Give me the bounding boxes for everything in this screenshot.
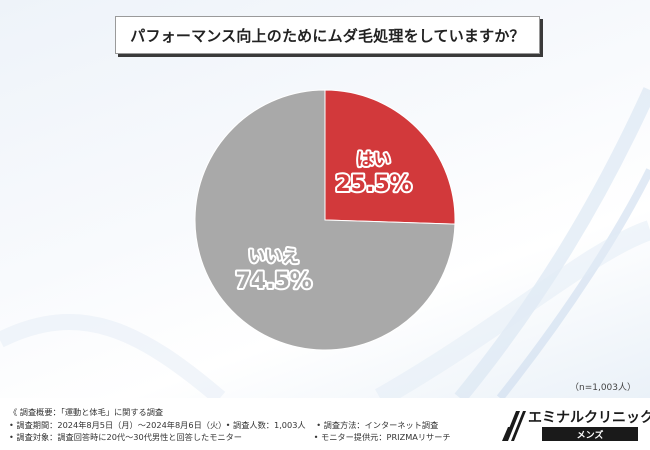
brand-logo-block: エミナルクリニック メンズ bbox=[502, 405, 650, 445]
sample-size: （n=1,003人） bbox=[569, 383, 636, 393]
decorative-waves bbox=[0, 87, 650, 398]
survey-count: • 調査人数：1,003人 bbox=[225, 419, 306, 430]
brand-name: エミナルクリニック bbox=[528, 410, 650, 426]
pie-slice-no bbox=[194, 89, 456, 351]
survey-footnotes: 《 調査概要：「運動と体毛」に関する調査 • 調査期間：2024年8月5日（月）… bbox=[9, 406, 451, 444]
survey-overview: 《 調査概要：「運動と体毛」に関する調査 bbox=[9, 407, 164, 417]
footer bbox=[0, 398, 650, 450]
brand-mark-icon bbox=[502, 411, 526, 441]
slice-percent-label: 74.5% bbox=[235, 269, 311, 294]
brand-sub-label: メンズ bbox=[542, 427, 638, 441]
survey-provider: • モニター提供元：PRIZMAリサーチ bbox=[313, 432, 451, 442]
slice-percent-label: 25.5% bbox=[335, 172, 411, 197]
survey-target: • 調査対象：調査回答時に20代～30代男性と回答したモニター bbox=[9, 432, 242, 442]
slice-category-label: いいえ bbox=[248, 247, 299, 267]
survey-method: • 調査方法：インターネット調査 bbox=[316, 419, 439, 430]
survey-period: • 調査期間：2024年8月5日（月）～2024年8月6日（火） bbox=[9, 419, 227, 430]
pie-slice-yes bbox=[324, 89, 456, 225]
slice-category-label: はい bbox=[357, 150, 391, 170]
chart-title: パフォーマンス向上のためにムダ毛処理をしていますか？ bbox=[115, 16, 540, 54]
